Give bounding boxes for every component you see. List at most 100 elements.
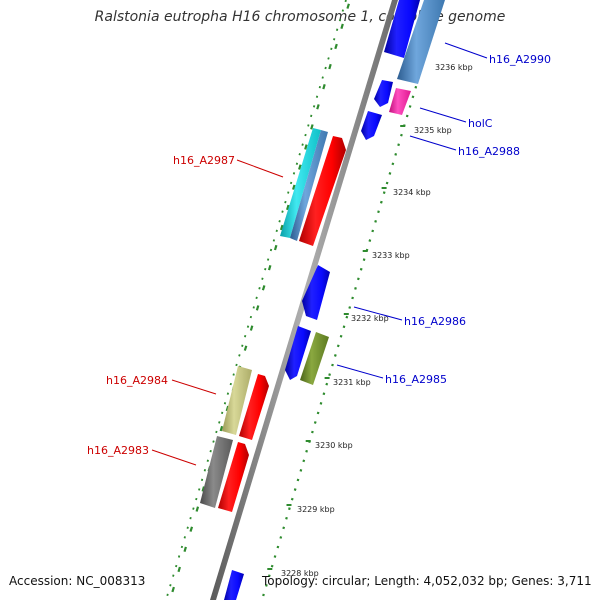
scale-dot — [195, 497, 198, 501]
scale-dot — [288, 507, 291, 511]
scale-dot — [354, 287, 357, 290]
scale-dot — [322, 392, 326, 396]
scale-dot — [379, 200, 383, 204]
scale-dot — [316, 104, 320, 110]
scale-dot — [307, 124, 310, 127]
scale-dot — [195, 506, 200, 512]
scale-dot — [261, 277, 264, 280]
scale-dot — [180, 545, 184, 549]
tick-label: 3229 kbp — [297, 505, 335, 514]
tick-label: 3233 kbp — [372, 251, 410, 260]
scale-dot — [269, 248, 273, 252]
gene-h16-a2986[interactable] — [302, 265, 330, 320]
gene-h16-a2983-gray[interactable] — [200, 436, 233, 508]
scale-dot — [282, 526, 286, 530]
scale-dot — [371, 229, 375, 233]
label-holC[interactable]: holC — [468, 117, 493, 130]
scale-dot — [321, 76, 324, 79]
gene-h16-a2990[interactable] — [397, 0, 445, 84]
label-h16-a2986[interactable]: h16_A2986 — [404, 315, 466, 328]
scale-dot — [385, 181, 389, 185]
scale-dot — [313, 421, 317, 424]
scale-dot — [287, 191, 290, 194]
gene-h16-a2985-blue[interactable] — [285, 326, 311, 380]
scale-dot — [235, 363, 238, 367]
gene-h16-a2990-upper[interactable] — [384, 0, 420, 58]
accession-text: Accession: NC_008313 — [9, 574, 146, 588]
scale-dot — [279, 224, 284, 231]
label-h16-a2987[interactable]: h16_A2987 — [173, 154, 235, 167]
label-h16-a2988[interactable]: h16_A2988 — [458, 145, 520, 158]
scale-dot — [223, 402, 227, 405]
scale-dot — [171, 586, 175, 593]
scale-dot — [408, 105, 412, 108]
scale-dot — [218, 421, 221, 424]
scale-dot — [311, 430, 314, 434]
scale-dot — [198, 488, 201, 491]
scale-dot — [289, 181, 293, 185]
scale-dot — [296, 478, 300, 482]
scale-dot — [281, 210, 284, 213]
scale-dot — [318, 85, 321, 89]
scale-guides — [166, 0, 444, 597]
scale-dot — [344, 0, 347, 3]
scale-dot — [232, 373, 235, 376]
label-h16-a2983[interactable]: h16_A2983 — [87, 444, 149, 457]
scale-dot — [278, 220, 281, 223]
scale-dot — [328, 373, 331, 377]
scale-dot — [327, 57, 330, 60]
scale-dot — [400, 133, 403, 137]
gene-h16-a2985[interactable] — [300, 332, 329, 385]
scale-dot — [261, 285, 266, 291]
scale-dot — [200, 478, 204, 482]
scale-dot — [322, 83, 326, 90]
gene-lower-blue[interactable] — [224, 570, 244, 600]
gene-h16-a2987-cyan[interactable] — [280, 128, 321, 238]
scale-dot — [243, 345, 248, 351]
scale-dot — [348, 306, 352, 309]
scale-dot — [219, 425, 224, 432]
scale-dot — [255, 305, 260, 311]
label-h16-a2984[interactable]: h16_A2984 — [106, 374, 168, 387]
genome-summary: Topology: circular; Length: 4,052,032 bp… — [262, 574, 592, 588]
label-h16-a2985[interactable]: h16_A2985 — [385, 373, 447, 386]
label-h16-a2990[interactable]: h16_A2990 — [489, 53, 551, 66]
scale-dot — [340, 23, 344, 30]
tick-label: 3232 kbp — [351, 314, 389, 323]
scale-dot — [249, 315, 253, 319]
scale-tick-labels: 3236 kbp 3235 kbp 3234 kbp 3233 kbp 3232… — [281, 63, 473, 578]
scale-dot — [377, 210, 380, 214]
gene-holC[interactable] — [389, 88, 411, 115]
gene-h16-a2983[interactable] — [218, 442, 249, 512]
scale-dot — [172, 574, 175, 577]
scale-dot — [166, 593, 169, 597]
scale-dot — [382, 191, 386, 195]
scale-dot — [330, 47, 333, 51]
scale-dot — [246, 325, 250, 328]
scale-dot — [388, 172, 392, 175]
gene-h16-a2987[interactable] — [299, 136, 346, 246]
scale-dot — [301, 143, 304, 146]
scale-dot — [298, 164, 302, 170]
scale-dot — [305, 449, 308, 453]
gene-h16-a2987-steel[interactable] — [290, 130, 328, 241]
gene-labels: h16_A2990 holC h16_A2988 h16_A2987 h16_A… — [87, 53, 551, 457]
scale-dot — [189, 516, 192, 520]
scale-dot — [192, 507, 195, 510]
scale-dot — [266, 258, 270, 261]
scale-dot — [279, 536, 283, 539]
scale-dot — [177, 566, 181, 573]
gene-h16-a2989[interactable] — [374, 80, 393, 107]
scale-dot — [244, 334, 247, 338]
gene-h16-a2988[interactable] — [361, 111, 382, 140]
scale-dot — [346, 3, 350, 9]
gene-h16-a2984-red[interactable] — [239, 374, 269, 440]
scale-dot — [293, 488, 297, 491]
scale-dot — [169, 584, 172, 587]
scale-dot — [285, 516, 288, 520]
scale-dot — [276, 545, 280, 549]
scale-dot — [310, 114, 313, 118]
gene-h16-a2984[interactable] — [222, 366, 252, 435]
scale-dot — [315, 95, 319, 98]
